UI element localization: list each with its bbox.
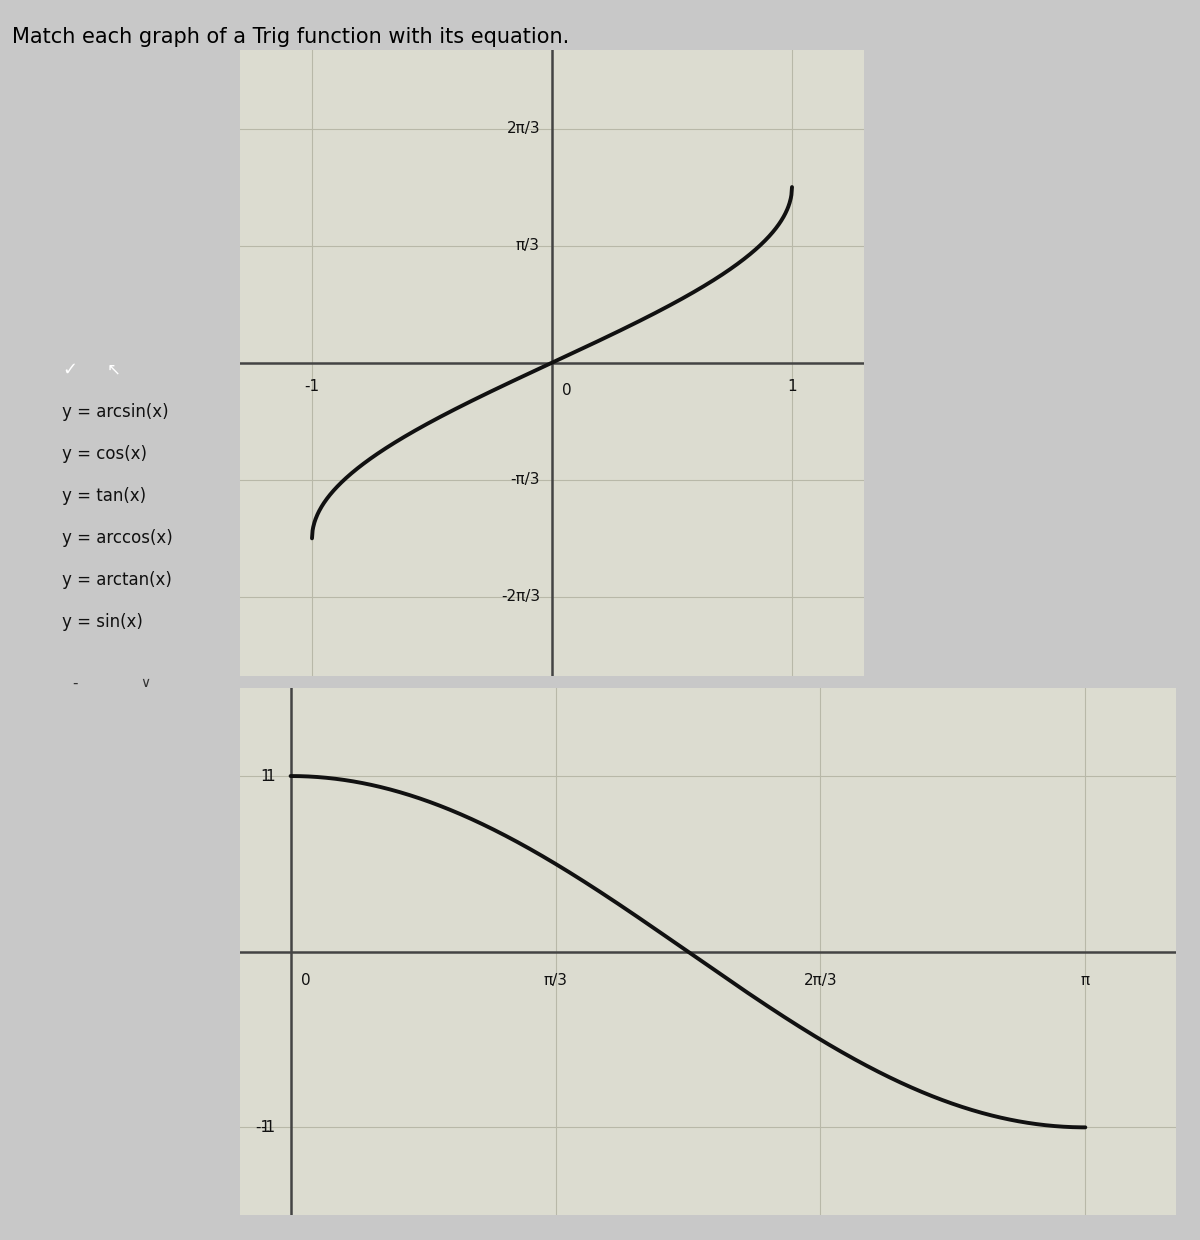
Text: -1: -1 [256, 1120, 270, 1135]
Text: π: π [1081, 972, 1090, 988]
Text: 1: 1 [265, 769, 276, 784]
Text: 0: 0 [301, 972, 311, 988]
Text: y = tan(x): y = tan(x) [62, 487, 146, 505]
Text: -2π/3: -2π/3 [500, 589, 540, 604]
Text: y = arcsin(x): y = arcsin(x) [62, 403, 169, 420]
Text: -π/3: -π/3 [510, 472, 540, 487]
Text: 2π/3: 2π/3 [804, 972, 838, 988]
Text: 0: 0 [562, 383, 571, 398]
Text: Match each graph of a Trig function with its equation.: Match each graph of a Trig function with… [12, 27, 569, 47]
Text: 2π/3: 2π/3 [506, 122, 540, 136]
Text: 1: 1 [787, 379, 797, 394]
Text: π/3: π/3 [516, 238, 540, 253]
Text: y = sin(x): y = sin(x) [62, 614, 143, 631]
Text: y = arccos(x): y = arccos(x) [62, 529, 173, 547]
Text: -1: -1 [305, 379, 319, 394]
Text: 1: 1 [260, 769, 270, 784]
Text: π/3: π/3 [544, 972, 568, 988]
Text: -: - [72, 676, 78, 691]
Text: y = cos(x): y = cos(x) [62, 445, 148, 463]
Text: ↖: ↖ [107, 361, 120, 378]
Text: -1: -1 [260, 1120, 276, 1135]
Text: ✓: ✓ [62, 361, 77, 378]
Text: ∨: ∨ [140, 676, 150, 691]
Text: y = arctan(x): y = arctan(x) [62, 572, 172, 589]
